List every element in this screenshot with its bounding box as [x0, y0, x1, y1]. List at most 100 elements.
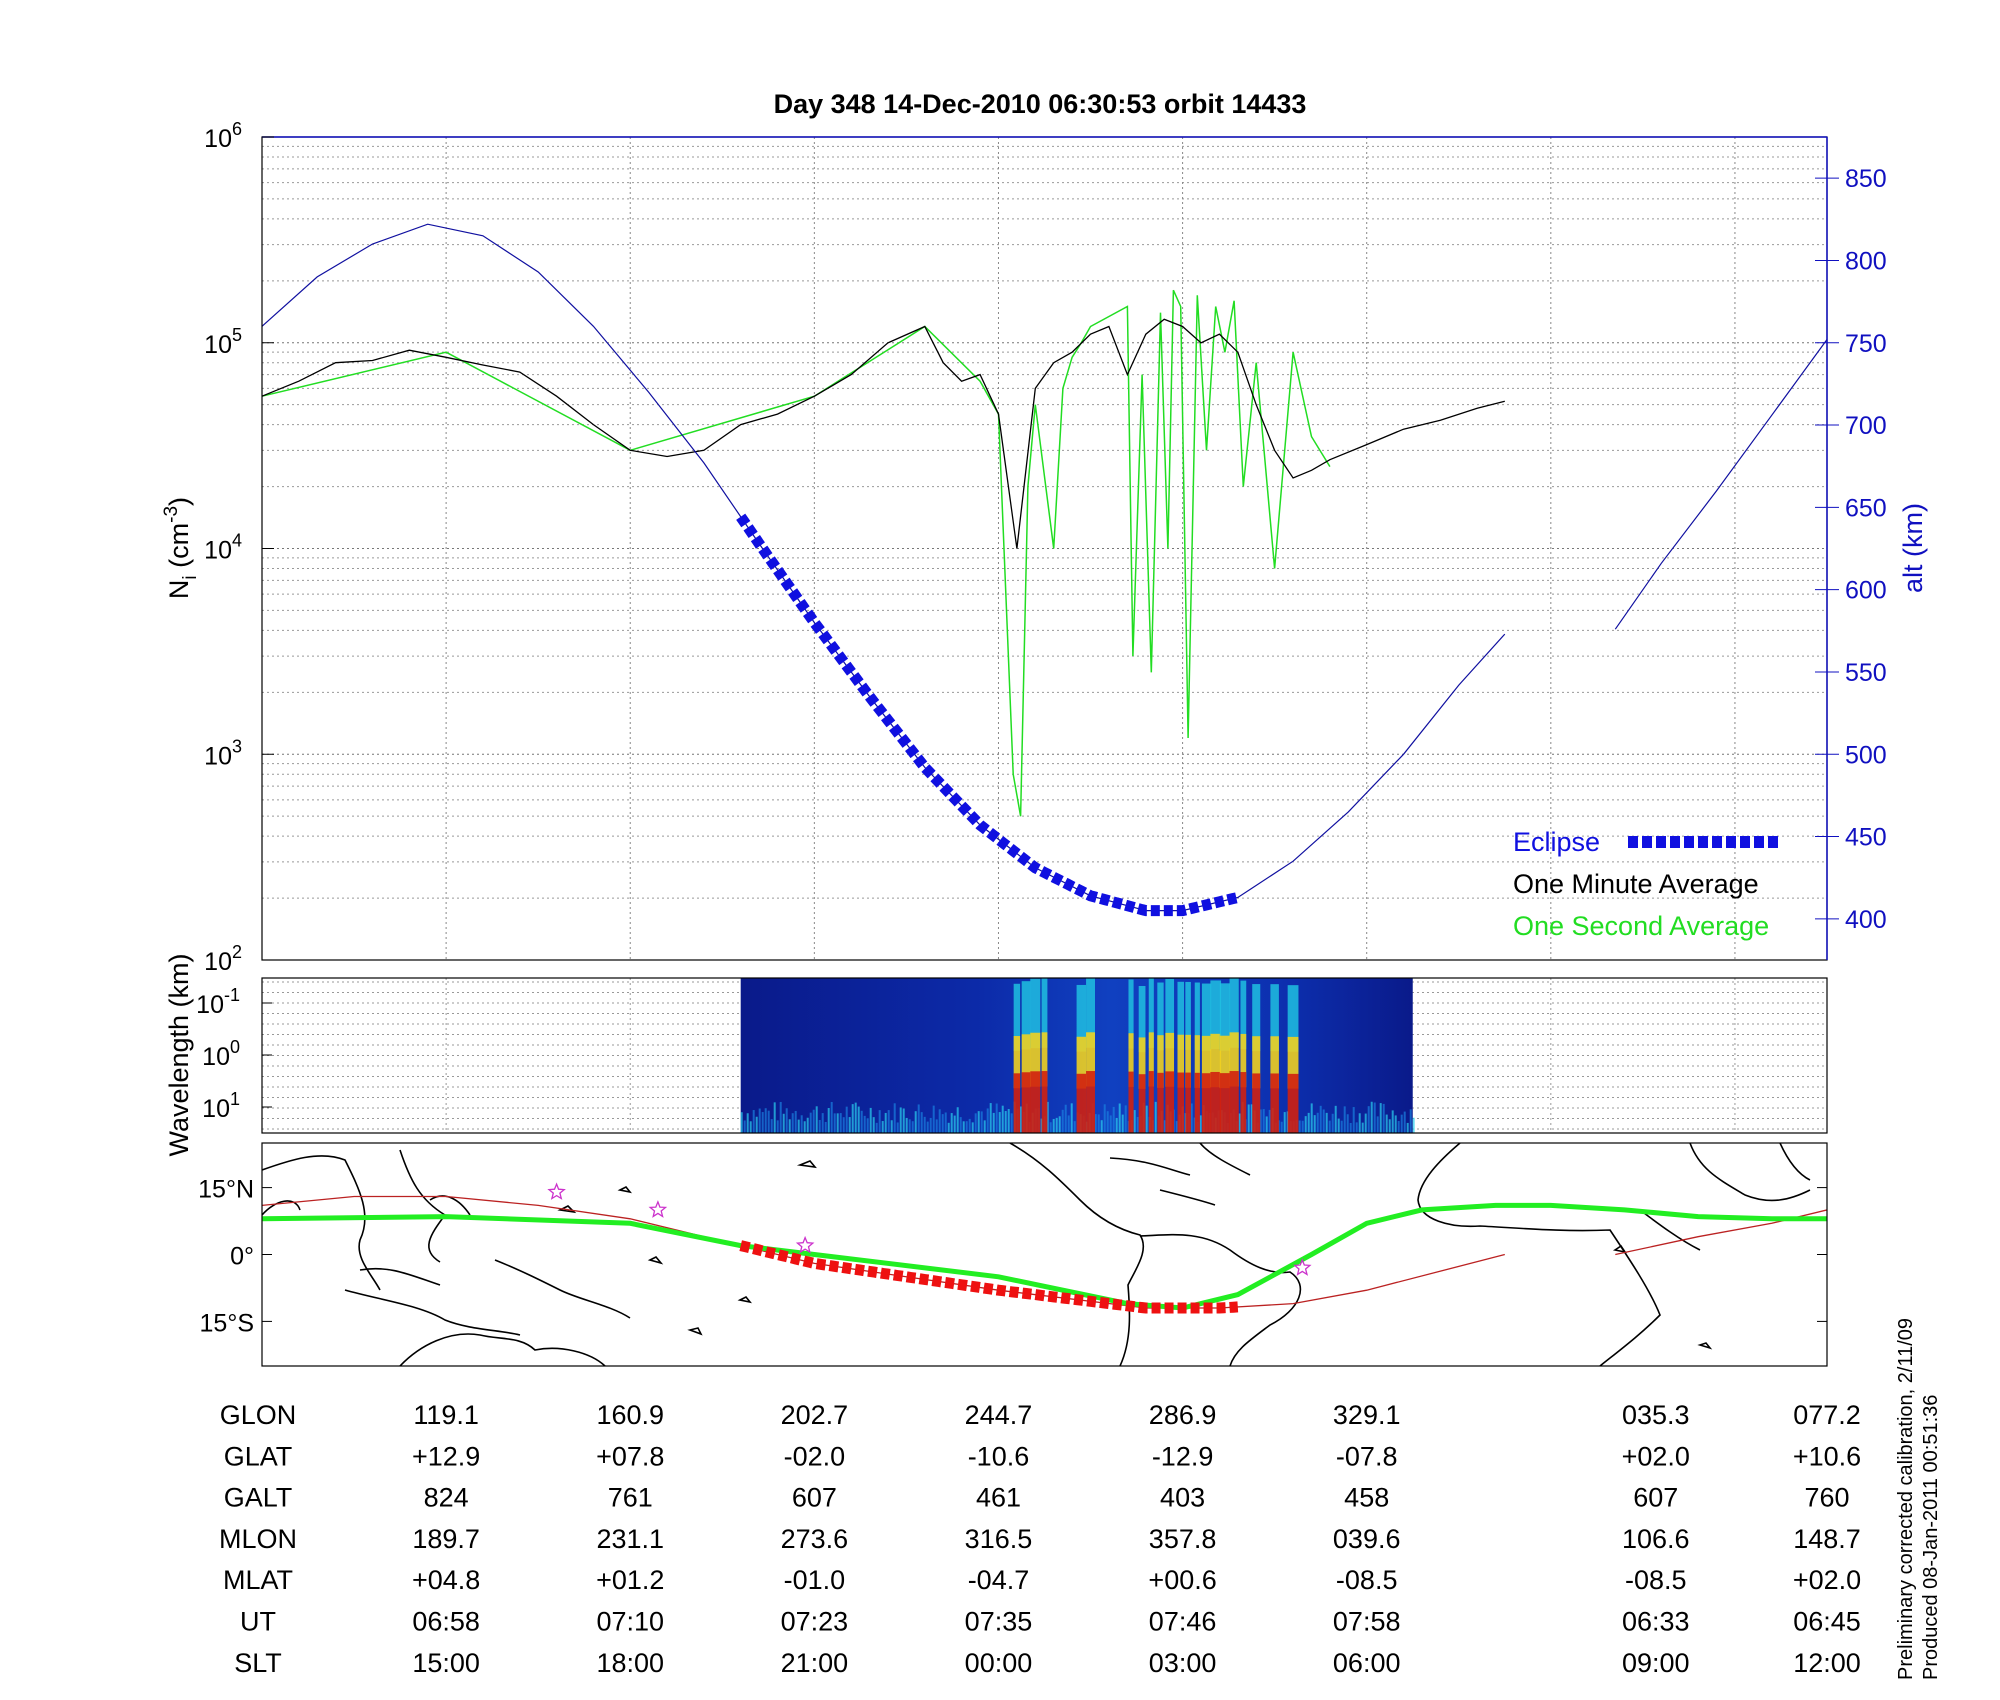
spec-streak: [1112, 1106, 1115, 1133]
spec-streak: [1154, 1101, 1157, 1133]
spec-streak: [1385, 1114, 1388, 1133]
spec-streak: [1070, 1103, 1073, 1133]
spec-streak: [1097, 1114, 1100, 1133]
density-y-ticks: 102 103 104 105 106: [204, 119, 274, 976]
table-cell: 15:00: [412, 1648, 480, 1678]
spec-burst-mid: [1076, 1036, 1087, 1089]
spec-burst-mid: [1165, 1032, 1175, 1087]
table-cell: 039.6: [1333, 1524, 1401, 1554]
spec-burst-upper: [1210, 980, 1222, 1050]
spec-burst-lower: [1128, 1071, 1134, 1133]
ground-track-line: [262, 1202, 1827, 1311]
spec-streak: [845, 1106, 848, 1133]
spec-streak: [956, 1107, 959, 1133]
table-cell: -12.9: [1152, 1441, 1214, 1471]
spectrogram-data: [740, 978, 1415, 1133]
spec-streak: [1328, 1120, 1331, 1133]
spec-streak: [1334, 1105, 1337, 1133]
table-cell: 403: [1160, 1483, 1205, 1513]
table-cell: 824: [424, 1483, 469, 1513]
spec-streak: [920, 1112, 923, 1133]
spec-streak: [827, 1108, 830, 1133]
spec-streak: [965, 1121, 968, 1133]
spec-streak: [815, 1106, 818, 1133]
spec-burst-lower: [1021, 1072, 1031, 1133]
alt-tick-label: 600: [1845, 577, 1887, 605]
spec-burst-lower: [1219, 1073, 1231, 1133]
spec-streak: [902, 1108, 905, 1133]
table-cell: +04.8: [412, 1565, 480, 1595]
spec-streak: [1259, 1109, 1262, 1133]
table-cell: -08.5: [1336, 1565, 1398, 1595]
table-cell: 316.5: [965, 1524, 1033, 1554]
alt-tick-label: 750: [1845, 330, 1887, 358]
map-y-ticks: 15°N 0° 15°S: [198, 1176, 1827, 1337]
spec-streak: [947, 1122, 950, 1133]
spec-streak: [1319, 1105, 1322, 1133]
spec-streak: [1175, 1121, 1178, 1133]
spec-streak: [809, 1112, 812, 1133]
table-cell: -08.5: [1625, 1565, 1687, 1595]
spec-burst-lower: [1185, 1072, 1191, 1133]
spec-streak: [1019, 1106, 1022, 1133]
spec-streak: [1007, 1109, 1010, 1133]
spectrogram-grid: [262, 978, 1827, 1133]
spec-streak: [854, 1102, 857, 1133]
spec-streak: [923, 1116, 926, 1133]
table-cell: 035.3: [1622, 1400, 1690, 1430]
spec-streak: [1280, 1121, 1283, 1133]
spec-streak: [770, 1119, 773, 1133]
spec-streak: [842, 1117, 845, 1133]
spec-streak: [740, 1112, 743, 1133]
spec-streak: [983, 1120, 986, 1133]
spec-streak: [1010, 1113, 1013, 1133]
spec-streak: [1067, 1115, 1070, 1133]
spec-streak: [1121, 1114, 1124, 1133]
table-cell: 06:58: [412, 1607, 480, 1637]
spec-burst-mid: [1287, 1036, 1299, 1089]
y-tick-label: 104: [204, 531, 242, 565]
spec-streak: [746, 1113, 749, 1133]
alt-tick-label: 550: [1845, 659, 1887, 687]
chart-title: Day 348 14-Dec-2010 06:30:53 orbit 14433: [774, 89, 1307, 119]
spec-streak: [1322, 1109, 1325, 1133]
table-cell: 329.1: [1333, 1400, 1401, 1430]
density-data: [261, 223, 1828, 917]
spec-streak: [878, 1110, 881, 1133]
spec-streak: [812, 1109, 815, 1133]
spec-burst-upper: [1194, 982, 1200, 1051]
spec-burst-lower: [1013, 1073, 1021, 1133]
table-cell: 231.1: [596, 1524, 664, 1554]
table-cell: 12:00: [1793, 1648, 1861, 1678]
spec-streak: [938, 1109, 941, 1133]
y-tick-label: 106: [204, 119, 242, 153]
spec-streak: [1376, 1116, 1379, 1133]
table-cell: 119.1: [413, 1400, 479, 1430]
spec-streak: [824, 1121, 827, 1133]
spec-streak: [1394, 1115, 1397, 1133]
spec-streak: [794, 1110, 797, 1133]
spec-streak: [1094, 1114, 1097, 1133]
table-cell: 244.7: [965, 1400, 1033, 1430]
spec-burst-lower: [1201, 1073, 1212, 1133]
table-cell: +12.9: [412, 1441, 480, 1471]
spec-burst-upper: [1157, 982, 1164, 1051]
eclipse-altitude-segment: [736, 513, 1239, 917]
spec-streak: [1304, 1116, 1307, 1133]
spec-burst-mid: [1219, 1035, 1231, 1089]
table-cell: 202.7: [781, 1400, 849, 1430]
spec-streak: [1358, 1113, 1361, 1133]
spec-streak: [1001, 1105, 1004, 1133]
spec-streak: [839, 1113, 842, 1133]
spec-streak: [1193, 1117, 1196, 1133]
spec-streak: [1118, 1103, 1121, 1133]
map-frame: [261, 1142, 1828, 1367]
table-cell: 357.8: [1149, 1524, 1217, 1554]
orbit-table: GLON 119.1 160.9 202.7 244.7 286.9 329.1 035.3 0…: [219, 1400, 1861, 1678]
spec-streak: [1109, 1115, 1112, 1133]
spec-streak: [1106, 1111, 1109, 1133]
table-cell: 07:23: [781, 1607, 849, 1637]
spec-streak: [1283, 1112, 1286, 1133]
spec-streak: [1352, 1107, 1355, 1133]
table-cell: -02.0: [784, 1441, 846, 1471]
